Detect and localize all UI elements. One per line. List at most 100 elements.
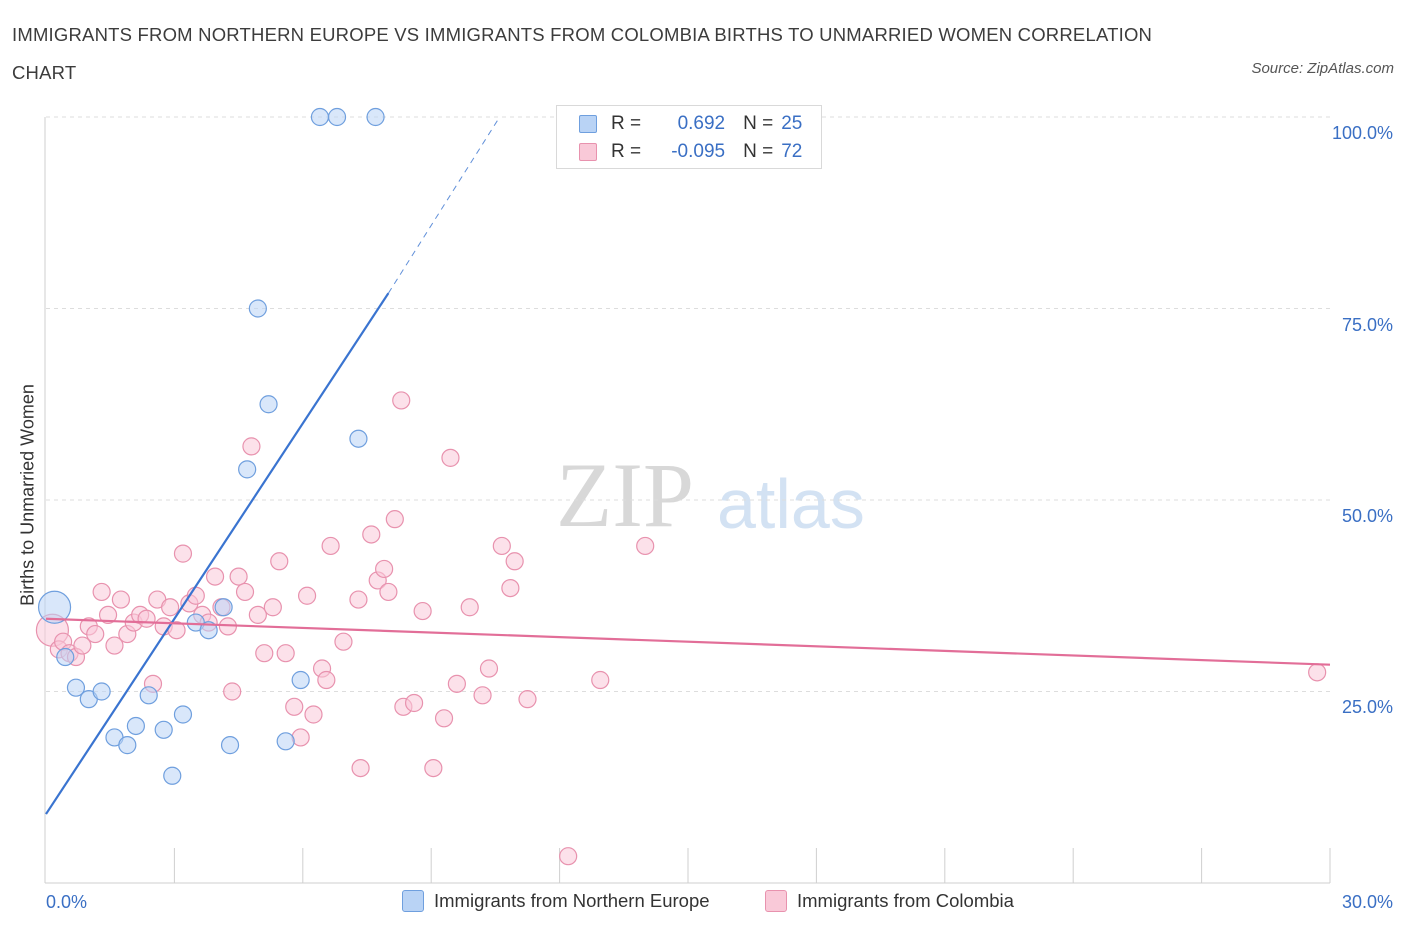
colombia-point[interactable] — [559, 847, 578, 866]
colombia-point[interactable] — [473, 686, 492, 705]
northern-europe-point[interactable] — [37, 590, 72, 624]
northern-europe-points — [37, 107, 385, 785]
colombia-point[interactable] — [205, 567, 225, 586]
northern-europe-point[interactable] — [214, 598, 233, 617]
colombia-point[interactable] — [73, 636, 92, 655]
colombia-point[interactable] — [591, 670, 610, 690]
legend-label: Immigrants from Northern Europe — [434, 890, 710, 911]
colombia-point[interactable] — [441, 448, 460, 467]
colombia-point[interactable] — [434, 709, 454, 728]
colombia-point[interactable] — [111, 590, 131, 609]
northern-europe-point[interactable] — [199, 621, 218, 640]
colombia-point[interactable] — [321, 536, 340, 556]
r-label: R = — [611, 141, 642, 162]
colombia-point[interactable] — [263, 598, 282, 617]
legend-item-colombia[interactable]: Immigrants from Colombia — [765, 890, 1014, 912]
colombia-point[interactable] — [297, 586, 317, 605]
northern-europe-point[interactable] — [366, 107, 385, 127]
northern-europe-trend-extension — [387, 116, 501, 294]
tick-labels: 25.0% 50.0% 75.0% 100.0% 0.0% 30.0% — [46, 123, 1393, 912]
northern-europe-point[interactable] — [310, 107, 330, 127]
chart-title: IMMIGRANTS FROM NORTHERN EUROPE VS IMMIG… — [12, 24, 1153, 83]
y-tick-label: 75.0% — [1342, 315, 1393, 335]
colombia-point[interactable] — [392, 391, 411, 410]
northern-europe-point[interactable] — [118, 736, 137, 755]
northern-europe-point[interactable] — [220, 736, 240, 755]
colombia-point[interactable] — [501, 578, 520, 598]
colombia-point[interactable] — [479, 659, 499, 678]
colombia-point[interactable] — [291, 728, 310, 747]
colombia-point[interactable] — [424, 758, 443, 778]
northern-europe-point[interactable] — [92, 682, 111, 701]
northern-europe-swatch — [579, 115, 597, 133]
colombia-point[interactable] — [285, 697, 304, 716]
colombia-point[interactable] — [105, 636, 124, 655]
colombia-point[interactable] — [404, 693, 424, 713]
northern-europe-point[interactable] — [56, 647, 75, 667]
northern-europe-point[interactable] — [248, 299, 267, 318]
colombia-swatch — [579, 143, 597, 161]
y-tick-label: 25.0% — [1342, 697, 1393, 717]
colombia-point[interactable] — [334, 632, 353, 651]
colombia-point[interactable] — [229, 567, 248, 586]
colombia-point[interactable] — [304, 705, 323, 724]
northern-europe-trend-line — [45, 292, 390, 815]
northern-europe-point[interactable] — [291, 670, 310, 690]
y-tick-label: 50.0% — [1342, 506, 1393, 526]
colombia-point[interactable] — [385, 510, 404, 529]
colombia-point[interactable] — [349, 590, 368, 609]
watermark-atlas: atlas — [717, 465, 865, 543]
colombia-point[interactable] — [255, 644, 274, 663]
colombia-point[interactable] — [86, 624, 105, 644]
colombia-point[interactable] — [362, 525, 381, 544]
colombia-point[interactable] — [447, 674, 466, 693]
legend-item-northern-europe[interactable]: Immigrants from Northern Europe — [402, 890, 710, 912]
colombia-point[interactable] — [413, 601, 432, 621]
colombia-point[interactable] — [379, 582, 398, 602]
colombia-point[interactable] — [92, 582, 111, 602]
northern-europe-point[interactable] — [349, 429, 368, 448]
colombia-point[interactable] — [235, 582, 255, 602]
northern-europe-point[interactable] — [327, 107, 347, 127]
northern-europe-point[interactable] — [259, 395, 278, 414]
watermark-zip: ZIP — [556, 444, 694, 546]
northern-europe-point[interactable] — [66, 678, 86, 697]
northern-europe-point[interactable] — [276, 732, 295, 751]
colombia-point[interactable] — [223, 682, 242, 701]
colombia-trend-line — [45, 617, 1331, 666]
colombia-point[interactable] — [1308, 663, 1327, 682]
colombia-point[interactable] — [98, 605, 118, 625]
colombia-point[interactable] — [242, 437, 261, 456]
r-value: -0.095 — [671, 141, 726, 162]
colombia-point[interactable] — [161, 598, 180, 617]
colombia-point[interactable] — [351, 758, 370, 778]
colombia-point[interactable] — [317, 670, 336, 690]
colombia-point[interactable] — [505, 552, 524, 571]
trend-lines — [45, 116, 1331, 815]
colombia-point[interactable] — [276, 644, 295, 663]
n-value: 25 — [781, 113, 803, 134]
r-value: 0.692 — [677, 113, 726, 134]
colombia-point[interactable] — [173, 544, 193, 563]
northern-europe-point[interactable] — [154, 720, 173, 739]
stats-legend: R = 0.692 N = 25 R = -0.095 N = 72 — [556, 105, 822, 169]
northern-europe-point[interactable] — [238, 460, 257, 479]
colombia-point[interactable] — [636, 536, 655, 556]
x-tick-label-min: 0.0% — [46, 892, 87, 912]
northern-europe-point[interactable] — [163, 766, 182, 785]
r-label: R = — [611, 113, 642, 134]
colombia-point[interactable] — [137, 609, 156, 628]
colombia-point[interactable] — [375, 559, 394, 579]
colombia-point[interactable] — [248, 605, 267, 625]
colombia-point[interactable] — [518, 690, 537, 709]
northern-europe-point[interactable] — [139, 686, 158, 705]
colombia-point[interactable] — [492, 536, 511, 556]
colombia-point[interactable] — [460, 598, 479, 617]
northern-europe-point[interactable] — [173, 705, 193, 724]
colombia-legend-swatch — [765, 890, 787, 912]
n-label: N = — [743, 113, 774, 134]
northern-europe-legend-swatch — [402, 890, 424, 912]
colombia-point[interactable] — [270, 552, 289, 571]
northern-europe-point[interactable] — [126, 716, 145, 736]
